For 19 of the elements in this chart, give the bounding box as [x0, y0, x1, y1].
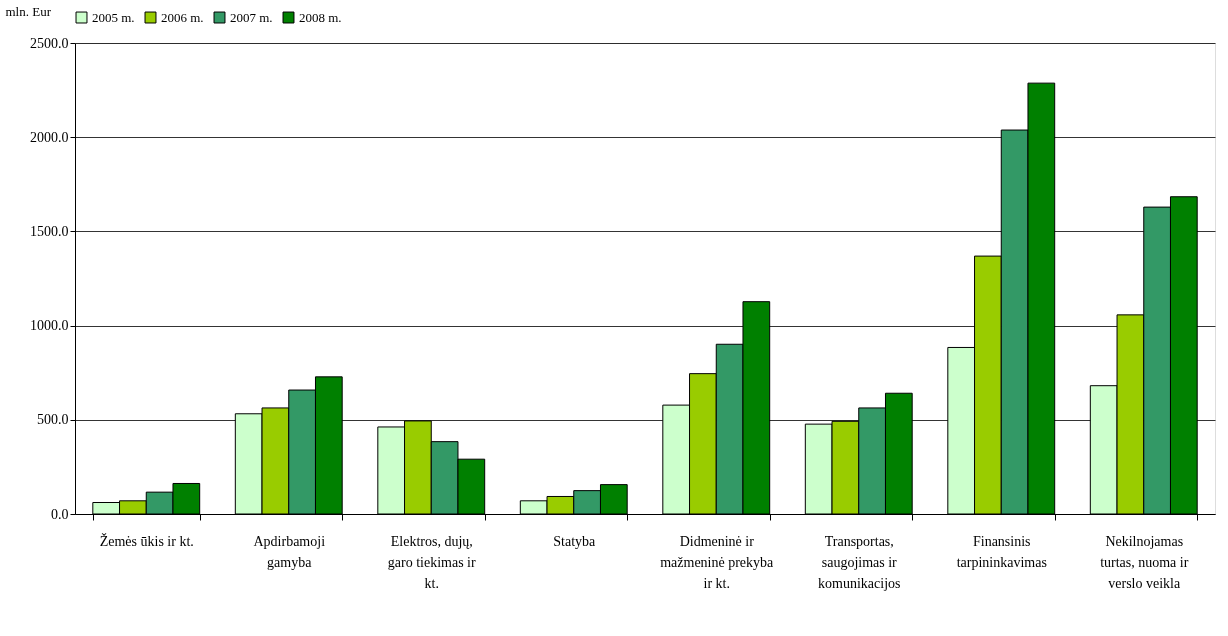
y-tick-label: 1000.0 [30, 318, 69, 334]
legend-label: 2006 m. [161, 9, 204, 25]
x-tick-label: Žemės ūkis ir kt. [99, 532, 194, 549]
x-tick-label: Apdirbamoji gamyba [253, 533, 326, 570]
legend-label: 2007 m. [230, 9, 273, 25]
y-tick-label: 500.0 [37, 412, 69, 428]
legend-label: 2005 m. [92, 9, 135, 25]
y-axis-title: mln. Eur [5, 3, 52, 19]
x-tick-label: Elektros, dujų, garo tiekimas ir kt. [387, 533, 477, 591]
y-tick-label: 0.0 [51, 506, 69, 522]
x-tick-label: Statyba [553, 533, 597, 549]
x-tick-label: Finansinis tarpininkavimas [956, 533, 1047, 570]
x-tick-label: Transportas, saugojimas ir komunikacijos [818, 533, 901, 591]
x-tick-label: Nekilnojamas turtas, nuoma ir verslo veikla [1100, 533, 1189, 591]
y-tick-label: 2500.0 [30, 35, 69, 51]
y-tick-label: 1500.0 [30, 223, 69, 239]
legend-label: 2008 m. [299, 9, 342, 25]
x-tick-label: Didmeninė ir mažmeninė prekyba ir kt. [660, 533, 775, 591]
y-tick-label: 2000.0 [30, 129, 69, 145]
